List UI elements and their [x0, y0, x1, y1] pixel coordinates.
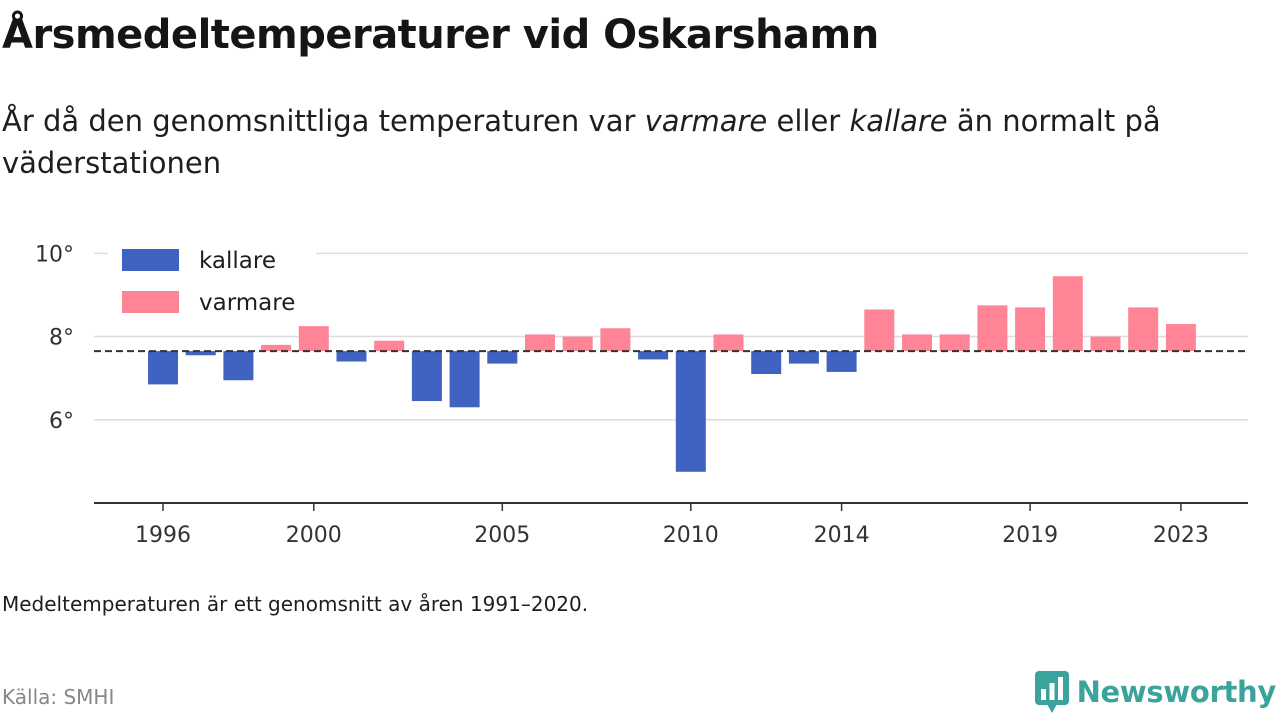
- bar-2012: [751, 351, 782, 374]
- bar-2013: [788, 351, 819, 364]
- subtitle-cold-word: kallare: [849, 104, 948, 138]
- y-tick-label-8: 8°: [49, 326, 74, 351]
- x-tick-label-2005: 2005: [474, 523, 530, 548]
- x-tick-label-2014: 2014: [814, 523, 870, 548]
- bar-1996: [148, 351, 178, 385]
- bar-1998: [223, 351, 254, 381]
- y-axis-tick-labels: 6° 8° 10°: [35, 242, 74, 433]
- legend-swatch-warm: [122, 291, 179, 313]
- bar-2021: [1090, 336, 1121, 352]
- legend-swatch-cold: [122, 249, 179, 271]
- bar-2016: [902, 334, 932, 352]
- x-tick-label-2019: 2019: [1002, 523, 1058, 548]
- bar-2002: [374, 340, 405, 352]
- bar-2011: [713, 334, 744, 352]
- bar-2004: [449, 351, 480, 408]
- x-tick-label-1996: 1996: [135, 523, 191, 548]
- bar-2019: [1015, 307, 1046, 352]
- bar-2020: [1052, 276, 1083, 352]
- brand-name: Newsworthy: [1076, 675, 1277, 709]
- page-subtitle: År då den genomsnittliga temperaturen va…: [2, 100, 1262, 184]
- legend-label-warm: varmare: [199, 290, 295, 316]
- footnote: Medeltemperaturen är ett genomsnitt av å…: [2, 592, 589, 616]
- y-tick-label-6: 6°: [49, 409, 74, 434]
- newsworthy-logo-icon: [1034, 671, 1069, 713]
- temperature-bar-chart: 1996 2000 2005 2010 2014 2019 2023 6° 8° 10° kal…: [35, 239, 1248, 548]
- page-title: Årsmedeltemperaturer vid Oskarshamn: [2, 12, 879, 58]
- bar-2010: [675, 351, 706, 472]
- bar-2017: [939, 334, 970, 352]
- y-tick-label-10: 10°: [35, 242, 74, 267]
- bar-2009: [638, 351, 669, 360]
- bar-1997: [185, 351, 216, 356]
- subtitle-text-start: År då den genomsnittliga temperaturen va…: [2, 104, 645, 138]
- subtitle-text-end: än normalt på väderstationen: [2, 104, 1161, 180]
- x-axis: 1996 2000 2005 2010 2014 2019 2023: [94, 502, 1248, 548]
- bar-2022: [1128, 307, 1159, 352]
- subtitle-text-middle: eller: [767, 104, 850, 138]
- bar-2014: [826, 351, 857, 372]
- bar-2007: [562, 336, 593, 352]
- legend-label-cold: kallare: [199, 248, 276, 274]
- bar-2015: [864, 309, 895, 352]
- bar-2008: [600, 328, 631, 352]
- x-tick-label-2023: 2023: [1153, 523, 1209, 548]
- legend: kallare varmare: [108, 239, 316, 325]
- source-credit: Källa: SMHI: [2, 685, 115, 709]
- bar-1999: [261, 344, 292, 352]
- x-tick-label-2010: 2010: [663, 523, 719, 548]
- bar-2005: [487, 351, 518, 364]
- x-tick-label-2000: 2000: [286, 523, 342, 548]
- brand-logo: Newsworthy: [1034, 670, 1277, 714]
- bar-2006: [525, 334, 555, 352]
- bar-2018: [977, 305, 1008, 352]
- subtitle-warm-word: varmare: [644, 104, 768, 138]
- bar-2023: [1165, 324, 1196, 352]
- bars: [148, 276, 1196, 472]
- bar-2000: [298, 326, 329, 352]
- bar-2001: [336, 351, 367, 362]
- bar-2003: [411, 351, 442, 402]
